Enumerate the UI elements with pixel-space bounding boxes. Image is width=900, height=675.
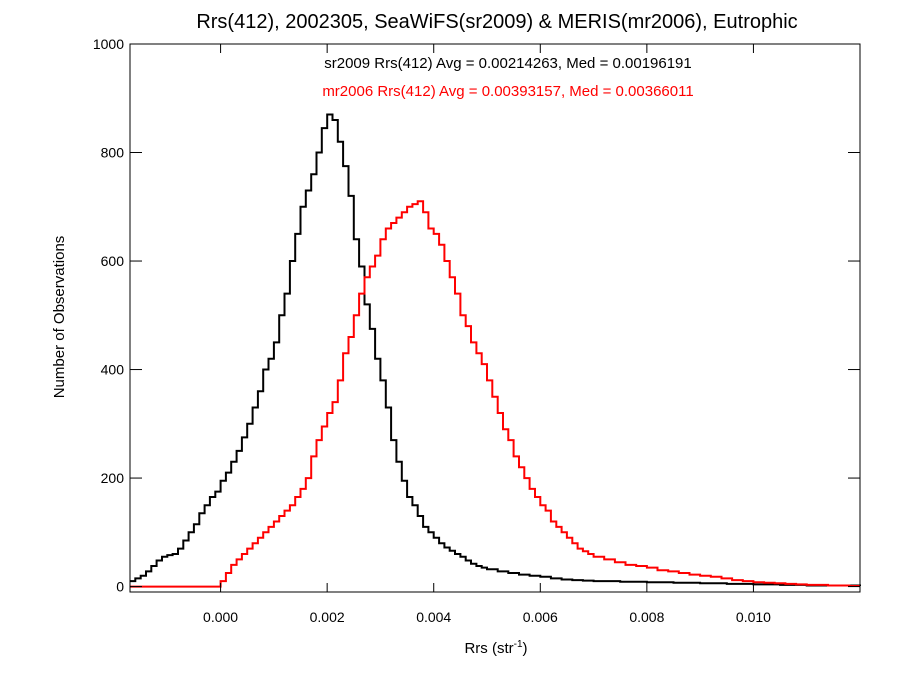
plot-frame [129,43,861,593]
y-tick-label: 600 [101,253,125,269]
x-axis-label-superscript: -1 [514,639,523,650]
x-tick-label: 0.000 [203,609,238,625]
x-tick-label: 0.010 [736,609,771,625]
y-tick-label: 400 [101,362,125,378]
series-layer [130,113,861,588]
x-tick-label: 0.004 [416,609,451,625]
x-axis-label-suffix: ) [523,640,528,657]
annotation-mr2006: mr2006 Rrs(412) Avg = 0.00393157, Med = … [322,83,693,100]
x-tick-label: 0.006 [523,609,558,625]
x-tick-label: 0.002 [310,609,345,625]
x-tick-label: 0.008 [629,609,664,625]
series-0-line [130,113,861,587]
annotation-sr2009: sr2009 Rrs(412) Avg = 0.00214263, Med = … [324,55,692,72]
x-axis-ticks: 0.000 0.002 0.004 0.006 0.008 0.010 [203,44,771,625]
chart-title: Rrs(412), 2002305, SeaWiFS(sr2009) & MER… [196,11,797,33]
x-axis-label-base: Rrs (str [464,640,513,657]
y-tick-label: 800 [101,145,125,161]
series-1-line [130,200,860,588]
y-tick-label: 0 [116,579,124,595]
y-tick-label: 200 [101,470,125,486]
x-axis-label: Rrs (str-1) [464,639,527,657]
y-axis-ticks: 0 200 400 600 800 1000 [93,36,860,595]
y-axis-label: Number of Observations [51,236,68,399]
y-tick-label: 1000 [93,36,124,52]
